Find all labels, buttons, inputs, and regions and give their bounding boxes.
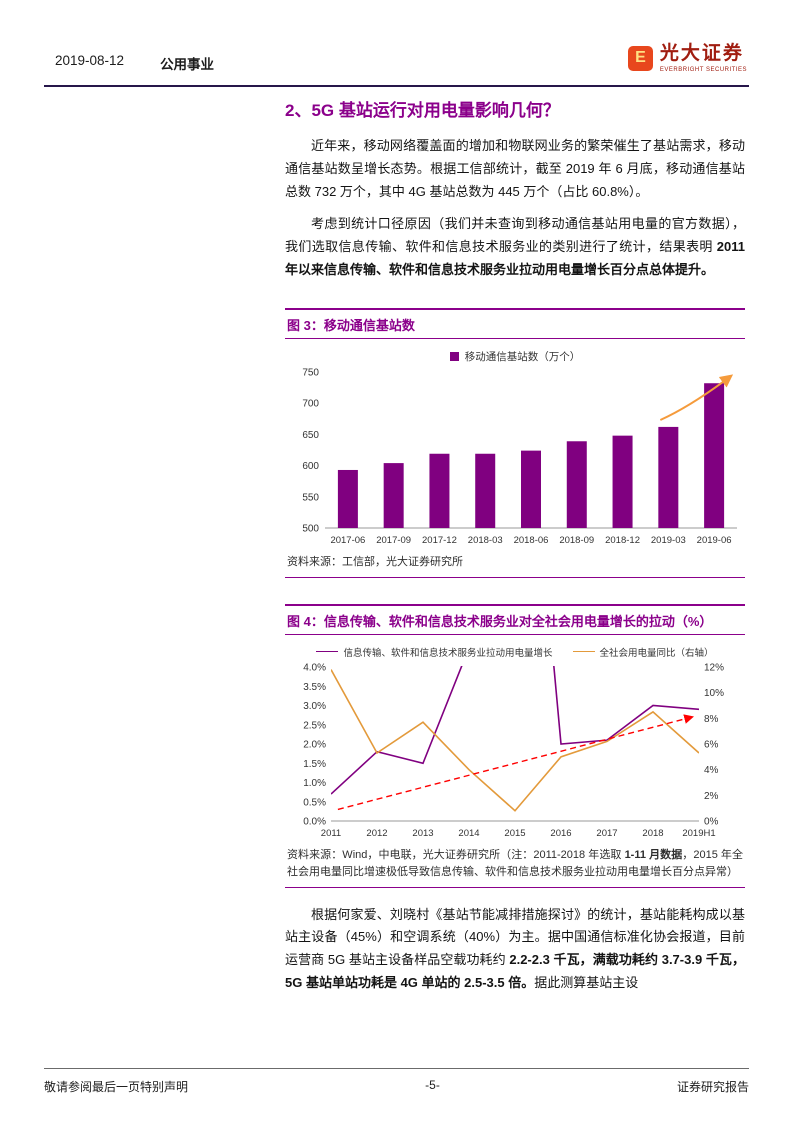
svg-text:2012: 2012 bbox=[366, 828, 387, 839]
svg-text:2.0%: 2.0% bbox=[303, 739, 326, 750]
figure-4-legend: 信息传输、软件和信息技术服务业拉动用电量增长 全社会用电量同比（右轴） bbox=[285, 645, 745, 659]
everbright-logo-icon: E bbox=[627, 45, 653, 71]
series-line-0 bbox=[331, 665, 699, 795]
svg-text:2%: 2% bbox=[704, 790, 719, 801]
svg-text:500: 500 bbox=[302, 523, 319, 534]
svg-text:600: 600 bbox=[302, 461, 319, 472]
logo-name-en: EVERBRIGHT SECURITIES bbox=[659, 66, 747, 73]
svg-text:3.5%: 3.5% bbox=[303, 681, 326, 692]
paragraph-3: 根据何家爱、刘晓村《基站节能减排措施探讨》的统计，基站能耗构成以基站主设备（45… bbox=[285, 906, 745, 990]
svg-text:700: 700 bbox=[302, 398, 319, 409]
svg-text:2013: 2013 bbox=[412, 828, 433, 839]
svg-text:12%: 12% bbox=[704, 662, 724, 673]
svg-text:2019-06: 2019-06 bbox=[697, 535, 732, 546]
svg-text:2011: 2011 bbox=[321, 828, 341, 839]
header-divider bbox=[44, 85, 749, 87]
bar-2017-09 bbox=[383, 462, 404, 528]
svg-text:0.5%: 0.5% bbox=[303, 797, 326, 808]
svg-text:2018-03: 2018-03 bbox=[468, 535, 503, 546]
line-chart-electricity-growth-pull: 0.0% 0.5% 1.0% 1.5% 2.0% 2.5% 3.0% 3.5% 4.0% 0% 2%… bbox=[303, 662, 724, 839]
svg-text:2018-12: 2018-12 bbox=[605, 535, 640, 546]
brand-logo: E 光大证券 EVERBRIGHT SECURITIES bbox=[627, 43, 747, 73]
bar-2019-06 bbox=[704, 382, 725, 528]
svg-text:10%: 10% bbox=[704, 688, 724, 699]
figure3-legend-swatch bbox=[449, 351, 459, 361]
paragraph-1: 近年来，移动网络覆盖面的增加和物联网业务的繁荣催生了基站需求，移动通信基站数呈增… bbox=[285, 138, 745, 199]
report-category: 公用事业 bbox=[160, 57, 215, 72]
growth-arrow-annotation bbox=[659, 373, 734, 421]
svg-text:2017: 2017 bbox=[596, 828, 617, 839]
svg-text:2014: 2014 bbox=[458, 828, 479, 839]
figure-4-title: 图 4：信息传输、软件和信息技术服务业对全社会用电量增长的拉动（%） bbox=[285, 603, 745, 635]
svg-text:2017-06: 2017-06 bbox=[330, 535, 365, 546]
svg-text:4%: 4% bbox=[704, 765, 719, 776]
svg-text:4.0%: 4.0% bbox=[303, 662, 326, 673]
svg-text:3.0%: 3.0% bbox=[303, 701, 326, 712]
svg-text:2016: 2016 bbox=[550, 828, 571, 839]
svg-text:8%: 8% bbox=[704, 713, 719, 724]
svg-text:6%: 6% bbox=[704, 739, 719, 750]
svg-text:650: 650 bbox=[302, 429, 319, 440]
svg-text:2018-06: 2018-06 bbox=[514, 535, 549, 546]
svg-text:0%: 0% bbox=[704, 816, 719, 827]
svg-text:2017-09: 2017-09 bbox=[376, 535, 411, 546]
bar-2018-06 bbox=[521, 450, 541, 528]
footer-report-type: 证券研究报告 bbox=[676, 1080, 749, 1094]
svg-text:2019-03: 2019-03 bbox=[651, 535, 686, 546]
figure-3: 图 3：移动通信基站数 移动通信基站数（万个） 500 550 600 650 700 7… bbox=[285, 307, 745, 578]
svg-text:2.5%: 2.5% bbox=[303, 720, 326, 731]
svg-text:2019H1: 2019H1 bbox=[682, 828, 715, 839]
figure-3-legend-label: 移动通信基站数（万个） bbox=[464, 350, 581, 363]
page-number: -5- bbox=[425, 1078, 440, 1092]
svg-text:1.5%: 1.5% bbox=[303, 758, 326, 769]
bar-2019-03 bbox=[658, 426, 679, 528]
figure-4-legend-label-1: 信息传输、软件和信息技术服务业拉动用电量增长 bbox=[343, 647, 553, 659]
trend-arrow bbox=[337, 713, 694, 810]
svg-text:2017-12: 2017-12 bbox=[422, 535, 457, 546]
svg-text:0.0%: 0.0% bbox=[303, 816, 326, 827]
svg-text:2018: 2018 bbox=[642, 828, 663, 839]
figure-4-legend-item-1: 信息传输、软件和信息技术服务业拉动用电量增长 bbox=[316, 645, 553, 659]
figure4-legend-swatch-1 bbox=[316, 651, 339, 653]
page-footer: 敬请参阅最后一页特别声明 -5- 证券研究报告 bbox=[44, 1068, 749, 1095]
figure-3-legend: 移动通信基站数（万个） bbox=[285, 349, 745, 364]
figure-4: 图 4：信息传输、软件和信息技术服务业对全社会用电量增长的拉动（%） 信息传输、… bbox=[285, 603, 745, 888]
report-date: 2019-08-12 bbox=[55, 53, 125, 68]
bar-2018-09 bbox=[566, 440, 587, 528]
figure-3-source: 资料来源：工信部，光大证券研究所 bbox=[285, 554, 745, 578]
report-body: 2、5G 基站运行对用电量影响几何？ 近年来，移动网络覆盖面的增加和物联网业务的… bbox=[285, 96, 745, 1005]
bar-2018-12 bbox=[612, 435, 633, 528]
figure4-legend-swatch-2 bbox=[572, 651, 595, 653]
footer-disclaimer: 敬请参阅最后一页特别声明 bbox=[44, 1080, 189, 1094]
bar-2018-03 bbox=[475, 453, 496, 528]
svg-text:2015: 2015 bbox=[504, 828, 525, 839]
bar-chart-mobile-base-stations: 500 550 600 650 700 750 2017-06 2017-09 2017-12 2… bbox=[302, 367, 737, 546]
header-meta: 2019-08-12 公用事业 bbox=[55, 44, 214, 73]
svg-text:550: 550 bbox=[302, 492, 319, 503]
svg-text:750: 750 bbox=[302, 367, 319, 378]
figure-4-legend-item-2: 全社会用电量同比（右轴） bbox=[572, 645, 714, 659]
figure-3-title: 图 3：移动通信基站数 bbox=[285, 307, 745, 339]
logo-name-cn: 光大证券 bbox=[659, 43, 744, 64]
page-header: 2019-08-12 公用事业 E 光大证券 EVERBRIGHT SECURI… bbox=[55, 43, 747, 73]
bar-2017-06 bbox=[337, 469, 358, 528]
paragraph-2: 考虑到统计口径原因（我们并未查询到移动通信基站用电量的官方数据），我们选取信息传… bbox=[285, 216, 745, 277]
figure-4-legend-label-2: 全社会用电量同比（右轴） bbox=[599, 647, 714, 659]
series-line-1 bbox=[331, 668, 699, 812]
figure-4-source: 资料来源：Wind，中电联，光大证券研究所（注：2011-2018 年选取 1-… bbox=[285, 847, 745, 888]
svg-text:1.0%: 1.0% bbox=[303, 778, 326, 789]
bar-2017-12 bbox=[429, 453, 450, 528]
logo-text: 光大证券 EVERBRIGHT SECURITIES bbox=[659, 43, 747, 73]
section-title: 2、5G 基站运行对用电量影响几何？ bbox=[285, 101, 560, 120]
svg-text:2018-09: 2018-09 bbox=[559, 535, 594, 546]
